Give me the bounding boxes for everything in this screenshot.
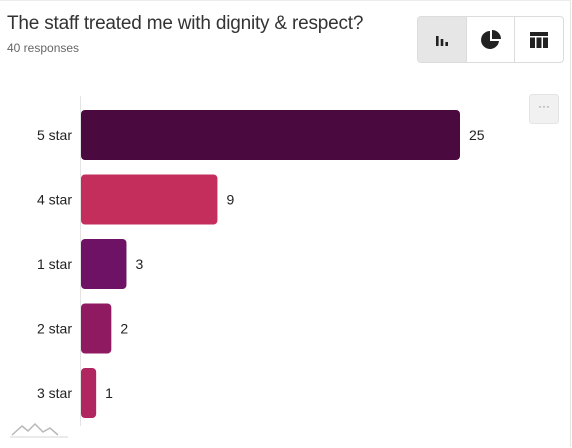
category-label: 1 star: [37, 256, 72, 272]
value-label: 2: [120, 321, 128, 337]
pie-chart-button[interactable]: [467, 17, 516, 62]
bar-chart-icon: [435, 35, 448, 46]
response-count: 40 responses: [7, 41, 80, 55]
bar-2-star[interactable]: [81, 303, 112, 354]
bar-1-star[interactable]: [81, 239, 127, 289]
table-icon: [530, 31, 549, 48]
more-options-button[interactable]: ···: [529, 94, 559, 124]
category-label: 2 star: [37, 321, 72, 337]
value-label: 25: [469, 127, 485, 143]
value-label: 9: [226, 192, 234, 208]
category-label: 4 star: [37, 192, 72, 208]
pie-chart-icon: [480, 29, 501, 49]
bar-chart: 5 star 25 4 star 9 1 star 3 2 star 2 3 star 1: [37, 96, 485, 426]
value-label: 3: [135, 256, 143, 272]
chart-type-toggle: [417, 16, 564, 63]
chart-title: The staff treated me with dignity & resp…: [7, 13, 364, 34]
category-label: 5 star: [37, 127, 72, 143]
mountain-logo-icon: [10, 422, 68, 438]
table-button[interactable]: [515, 17, 563, 62]
category-label: 3 star: [37, 385, 72, 401]
bar-3-star[interactable]: [81, 368, 97, 418]
bar-4-star[interactable]: [81, 174, 218, 225]
bar-chart-button[interactable]: [418, 17, 467, 62]
value-label: 1: [105, 385, 113, 401]
bar-5-star[interactable]: [81, 110, 460, 160]
